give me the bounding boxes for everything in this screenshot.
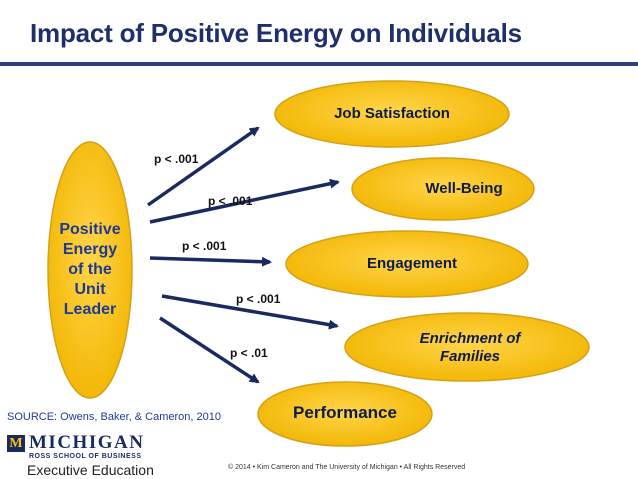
logo-unit-name: Executive Education [27,462,154,478]
outcome-ellipse-well-being [351,157,535,221]
p-value-engagement: p < .001 [182,239,227,253]
source-citation: SOURCE: Owens, Baker, & Cameron, 2010 [7,411,221,423]
copyright-notice: © 2014 • Kim Cameron and The University … [228,464,466,471]
leader-line: Leader [63,301,117,318]
p-value-enrichment: p < .001 [236,292,281,306]
arrow-well-being [149,178,340,224]
arrow-performance [159,316,260,384]
outcome-label-job-satisfaction: Job Satisfaction [334,105,450,122]
p-value-job-satisfaction: p < .001 [154,152,199,166]
arrow-job-satisfaction [146,126,260,207]
outcome-label-line: Enrichment of [419,330,521,347]
outcome-label-engagement: Engagement [366,255,457,272]
logo-university-name: MICHIGAN [29,432,145,453]
outcome-ellipse-engagement [285,230,529,298]
leader-line: Positive [59,221,121,238]
arrow-enrichment [161,294,339,330]
leader-line: Unit [74,281,106,298]
leader-line: Energy [62,241,118,258]
slide-title: Impact of Positive Energy on Individuals [30,18,522,48]
outcome-label-performance: Performance [293,403,397,422]
p-value-performance: p < .01 [230,346,268,360]
leader-ellipse [47,141,133,399]
outcome-label-well-being: Well-Being [425,180,503,197]
title-divider [0,62,638,66]
block-m-icon: M [7,435,25,452]
leader-label: Positive Energy of the Unit Leader [48,220,132,320]
outcome-label-line: Families [439,348,501,365]
p-value-well-being: p < .001 [208,194,253,208]
outcome-ellipse-enrichment [344,312,590,382]
arrow-engagement [149,256,272,267]
logo-school-name: ROSS SCHOOL OF BUSINESS [29,453,142,460]
leader-line: of the [68,261,112,278]
outcome-ellipse-performance [257,381,433,447]
outcome-ellipse-job-satisfaction [274,80,510,148]
outcome-label-enrichment: Enrichment of Families [380,330,560,366]
